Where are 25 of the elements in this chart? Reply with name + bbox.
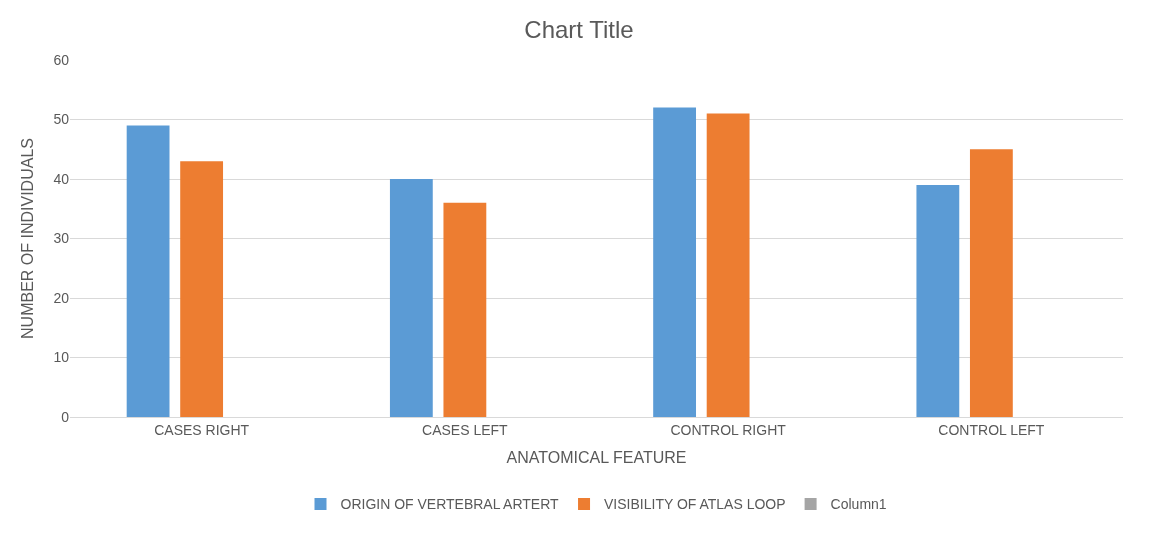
bar <box>969 149 1013 417</box>
y-tick-label: 50 <box>53 111 70 128</box>
bar <box>653 107 697 417</box>
y-tick-label: 40 <box>53 170 70 187</box>
x-tick-label: CONTROL RIGHT <box>670 421 787 438</box>
bar <box>443 202 487 417</box>
y-tick-label: 60 <box>53 51 70 68</box>
legend-label: Column1 <box>830 496 887 513</box>
legend-label: ORIGIN OF VERTEBRAL ARTERT <box>340 496 560 513</box>
x-tick-label: CONTROL LEFT <box>938 421 1045 438</box>
bar <box>916 184 960 417</box>
bar <box>126 125 170 417</box>
legend-label: VISIBILITY OF ATLAS LOOP <box>604 496 786 513</box>
bar <box>706 113 750 417</box>
chart-title: Chart Title <box>524 16 634 44</box>
y-tick-label: 10 <box>53 349 70 366</box>
y-axis-title: NUMBER OF INDIVIDUALS <box>19 138 37 339</box>
x-axis-title: ANATOMICAL FEATURE <box>506 449 687 467</box>
bar <box>180 161 224 417</box>
y-tick-label: 30 <box>53 230 70 247</box>
x-tick-label: CASES LEFT <box>422 421 509 438</box>
bar <box>389 179 433 417</box>
y-tick-label: 0 <box>61 408 70 425</box>
x-tick-label: CASES RIGHT <box>154 421 250 438</box>
y-tick-label: 20 <box>53 289 70 306</box>
